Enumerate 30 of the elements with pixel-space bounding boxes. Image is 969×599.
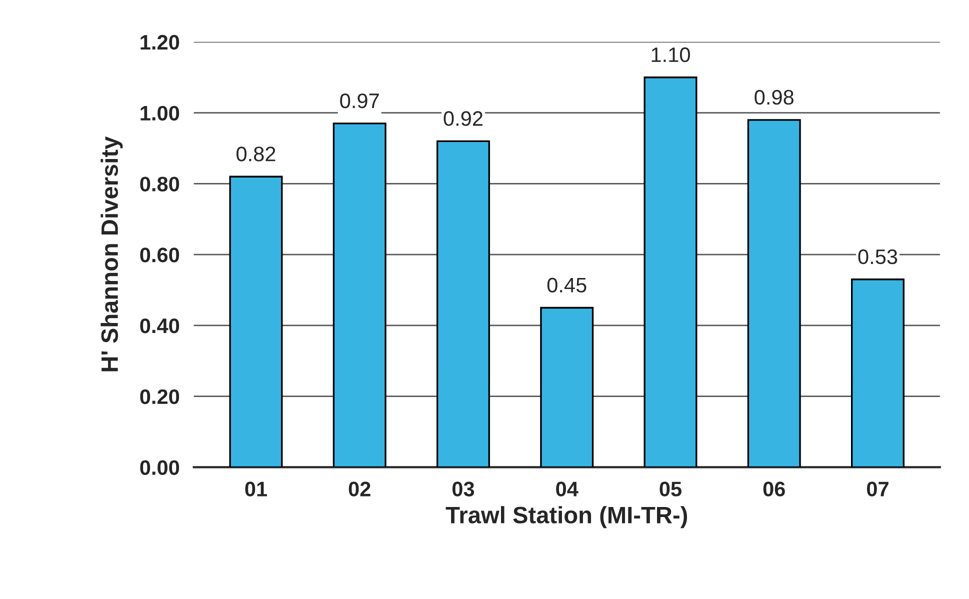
- x-tick-label: 04: [556, 482, 578, 496]
- bar: [229, 176, 283, 468]
- bar: [436, 140, 490, 468]
- data-label: 0.53: [858, 249, 898, 264]
- data-label: 0.82: [236, 146, 276, 162]
- bar: [644, 76, 698, 468]
- x-tick-label: 06: [763, 482, 785, 496]
- x-tick-label: 03: [452, 482, 474, 496]
- x-axis-title: Trawl Station (MI-TR-): [446, 506, 688, 528]
- x-tick-label: 02: [348, 482, 370, 496]
- data-label: 0.45: [547, 278, 586, 293]
- data-label: 0.98: [754, 90, 794, 105]
- data-label: 0.97: [340, 93, 379, 108]
- bar: [540, 306, 594, 468]
- y-tick-label: 0.80: [140, 176, 180, 192]
- bar: [747, 119, 801, 468]
- bar: [851, 278, 904, 468]
- y-axis-title: H' Shannon Diversity: [100, 136, 123, 372]
- data-label: 1.10: [652, 47, 690, 62]
- x-tick-label: 01: [245, 482, 267, 496]
- y-tick-label: 0.00: [140, 460, 180, 475]
- y-tick-label: 1.20: [140, 34, 180, 50]
- y-tick-label: 0.20: [140, 389, 180, 404]
- x-tick-label: 05: [660, 482, 682, 496]
- y-tick-label: 0.40: [140, 318, 180, 334]
- y-tick-label: 1.00: [140, 106, 180, 121]
- bar: [332, 122, 386, 468]
- data-label: 0.92: [444, 111, 482, 126]
- x-tick-label: 07: [866, 482, 888, 496]
- y-tick-label: 0.60: [140, 248, 180, 262]
